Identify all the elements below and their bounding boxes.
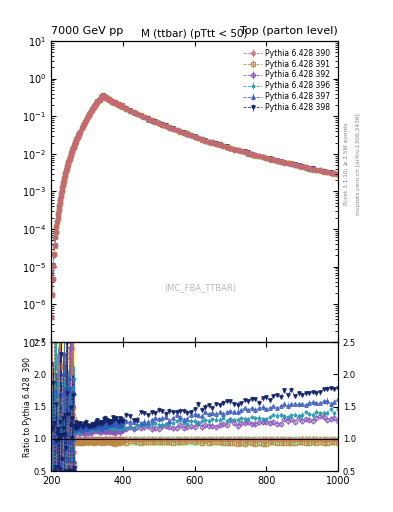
Text: 7000 GeV pp: 7000 GeV pp xyxy=(51,26,123,36)
Text: Top (parton level): Top (parton level) xyxy=(240,26,338,36)
Text: mcplots.cern.ch [arXiv:1306.3436]: mcplots.cern.ch [arXiv:1306.3436] xyxy=(356,113,361,215)
Text: Rivet 3.1.10; ≥ 2.5M events: Rivet 3.1.10; ≥ 2.5M events xyxy=(344,122,349,205)
Title: M (ttbar) (pTtt < 50): M (ttbar) (pTtt < 50) xyxy=(141,29,248,39)
Y-axis label: Ratio to Pythia 6.428  390: Ratio to Pythia 6.428 390 xyxy=(23,356,32,457)
Text: (MC_FBA_TTBAR): (MC_FBA_TTBAR) xyxy=(164,283,236,292)
Bar xyxy=(51,436,338,445)
Legend: Pythia 6.428 390, Pythia 6.428 391, Pythia 6.428 392, Pythia 6.428 396, Pythia 6: Pythia 6.428 390, Pythia 6.428 391, Pyth… xyxy=(239,45,334,116)
